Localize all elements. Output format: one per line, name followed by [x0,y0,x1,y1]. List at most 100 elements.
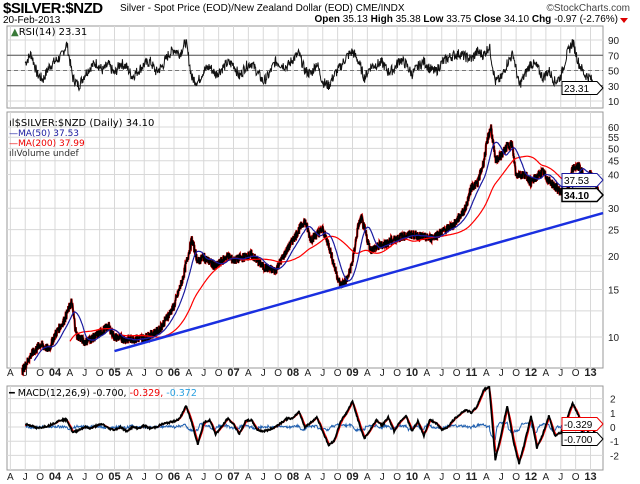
x-tick-label: A [305,368,312,379]
macd-signal-value-tag-box [561,417,604,431]
macd-tick-label: 2 [610,395,616,406]
macd-value-tag: -0.700 [564,435,593,446]
x-tick-label: O [334,368,342,379]
x-tick-label: A [483,472,490,483]
x-tick-label: A [67,472,74,483]
x-tick-label: J [439,472,444,483]
ma50-line [33,141,600,361]
close-value-tag-box [561,187,605,203]
chg-label: Chg [531,14,552,25]
x-tick-label: J [23,472,28,483]
x-tick-label: J [380,472,385,483]
ma50-value-tag: 37.53 [564,176,589,187]
x-tick-label: J [558,472,563,483]
x-tick-label: J [23,368,28,379]
x-tick-label: 12 [525,367,537,379]
ma50-value-tag-box [561,173,604,187]
x-tick-label: O [512,368,520,379]
price-legend: ıl$SILVER:$NZD (Daily) 34.10 —MA(50) 37.… [9,118,154,159]
ma200-line-icon: — [9,139,18,149]
x-tick-label: A [245,472,252,483]
down-triangle-icon [620,18,628,23]
x-tick-label: O [36,472,44,483]
x-tick-label: J [142,368,147,379]
x-tick-label: O [572,368,580,379]
x-tick-label: O [334,472,342,483]
low-value: 33.75 [446,14,472,25]
macd-legend: ━ MACD(12,26,9) -0.700, -0.329, -0.372 [9,388,197,399]
rsi-value-tag: 23.31 [564,84,589,95]
open-value: 35.13 [342,14,368,25]
rsi-legend-text: RSI(14) 23.31 [18,27,88,38]
x-tick-label: A [424,472,431,483]
x-tick-label: J [82,368,87,379]
x-tick-label: J [201,368,206,379]
x-tick-label: A [543,472,550,483]
x-tick-label: O [215,368,223,379]
volume-legend: Volume undef [16,149,79,159]
x-tick-label: J [82,472,87,483]
x-tick-label: 13 [584,471,596,483]
ma200-legend: MA(200) 37.99 [18,139,85,149]
x-tick-label: J [320,472,325,483]
x-tick-label: A [424,368,431,379]
stockcharts-logo[interactable]: ©StockCharts.com [546,3,630,14]
x-tick-label: A [126,368,133,379]
macd-tick-label: -2 [610,451,619,462]
symbol-title: $SILVER:$NZD [3,0,103,17]
macd-line [24,385,598,465]
x-tick-label: J [499,472,504,483]
x-tick-label: 06 [168,367,180,379]
chg-value: -0.97 (-2.76%) [554,14,618,25]
x-tick-label: J [439,368,444,379]
rsi-line [24,39,597,95]
x-tick-label: O [453,368,461,379]
x-tick-label: J [558,368,563,379]
x-tick-label: 08 [287,471,299,483]
x-tick-label: J [320,368,325,379]
x-tick-label: J [380,368,385,379]
price-tick-label: 15 [608,285,620,296]
macd-tick-label: 1 [610,409,616,420]
x-tick-label: A [7,472,14,483]
x-tick-label: J [499,368,504,379]
price-tick-label: 45 [608,157,620,168]
x-tick-label: 09 [346,471,358,483]
x-tick-label: O [96,368,104,379]
rsi-legend: ▲RSI(14) 23.31 [11,27,87,38]
x-tick-label: 11 [466,471,478,483]
macd-legend-signal: -0.329, [126,388,164,399]
macd-signal-value-tag: -0.329 [564,420,593,431]
x-tick-label: A [245,368,252,379]
high-value: 35.38 [395,14,421,25]
price-tick-label: 50 [608,144,620,155]
price-tick-label: 25 [608,226,620,237]
ma200-line [69,155,599,342]
x-tick-label: 13 [584,367,596,379]
macd-line-icon: ━ [9,388,18,399]
x-tick-label: O [393,472,401,483]
x-tick-label: O [512,472,520,483]
chart-date: 20-Feb-2013 [3,15,61,26]
x-tick-label: A [186,472,193,483]
rsi-tick-label: 50 [608,67,620,78]
x-tick-label: 10 [406,367,418,379]
x-tick-label: O [274,472,282,483]
x-tick-label: A [483,368,490,379]
x-tick-label: 09 [346,367,358,379]
low-label: Low [423,14,444,25]
macd-value-tag-box [561,432,604,446]
macd-tick-label: 0 [610,423,616,434]
rsi-tick-label: 30 [608,82,620,93]
price-legend-main: $SILVER:$NZD (Daily) 34.10 [14,118,155,129]
x-tick-label: O [572,472,580,483]
x-tick-label: O [96,472,104,483]
price-bar-icon: ıl [9,118,15,129]
price-tick-label: 60 [608,123,620,134]
x-tick-label: O [155,472,163,483]
x-tick-label: J [142,472,147,483]
ma50-line-icon: — [9,129,18,139]
x-tick-label: 12 [525,471,537,483]
price-tick-label: 55 [608,133,620,144]
